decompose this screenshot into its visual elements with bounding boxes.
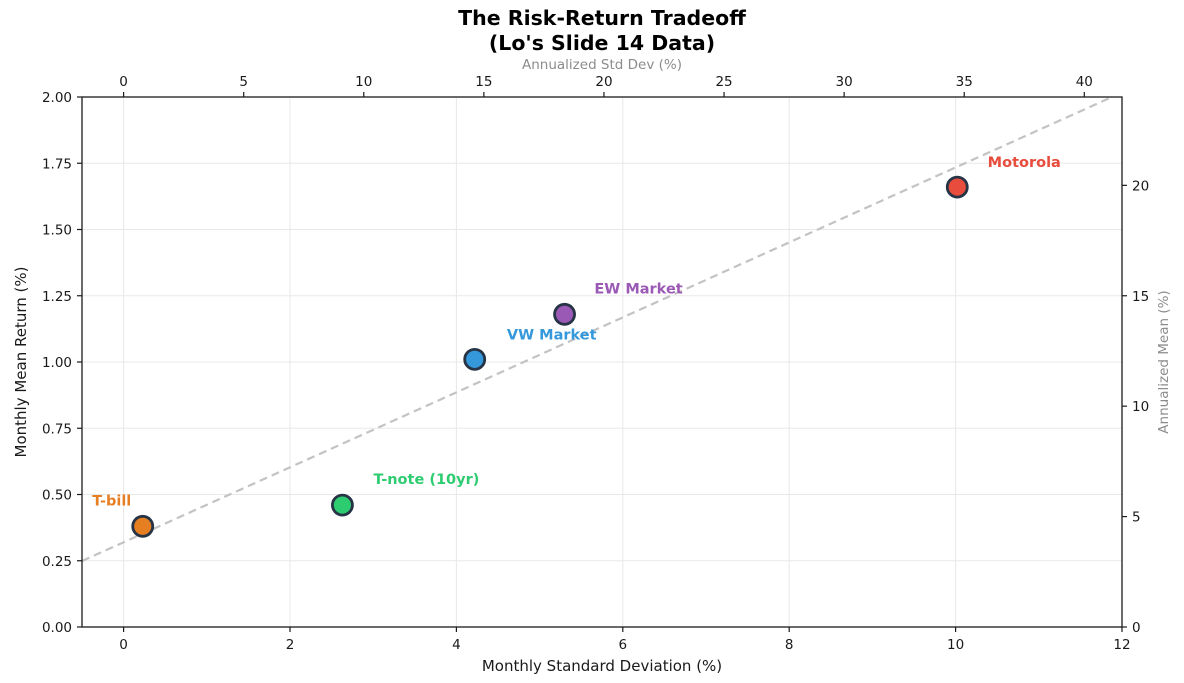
top-tick-label: 20 (595, 74, 612, 90)
right-axis-label: Annualized Mean (%) (1156, 290, 1172, 434)
top-tick-label: 0 (119, 74, 128, 90)
data-point-ew-market (553, 302, 576, 326)
bottom-tick-label: 8 (785, 637, 794, 653)
data-point-label-t-bill: T-bill (92, 493, 131, 509)
top-tick-label: 5 (239, 74, 248, 90)
left-tick-label: 0.00 (42, 620, 72, 636)
data-point-label-ew-market: EW Market (594, 281, 682, 297)
left-tick-label: 0.75 (42, 421, 72, 437)
data-point-vw-market (463, 347, 487, 371)
chart-title: The Risk-Return Tradeoff (458, 6, 746, 30)
right-tick-label: 10 (1132, 399, 1149, 415)
data-point-motorola (945, 175, 969, 199)
bottom-tick-label: 12 (1113, 637, 1130, 653)
top-tick-label: 30 (836, 74, 853, 90)
right-tick-label: 5 (1132, 510, 1141, 526)
reference-dashed-line (82, 97, 1115, 563)
chart-title-block: The Risk-Return Tradeoff (Lo's Slide 14 … (82, 6, 1122, 56)
data-point-label-vw-market: VW Market (507, 327, 597, 343)
left-tick-label: 0.50 (42, 488, 72, 504)
bottom-tick-label: 0 (119, 637, 128, 653)
data-point-t-bill (131, 514, 155, 538)
left-axis-label: Monthly Mean Return (%) (12, 266, 30, 458)
bottom-tick-label: 4 (452, 637, 461, 653)
top-tick-label: 35 (956, 74, 973, 90)
right-tick-label: 0 (1132, 620, 1141, 636)
bottom-tick-label: 2 (286, 637, 295, 653)
left-tick-label: 1.25 (42, 289, 72, 305)
left-tick-label: 2.00 (42, 90, 72, 106)
chart-subtitle: (Lo's Slide 14 Data) (488, 31, 716, 55)
left-tick-label: 1.75 (42, 156, 72, 172)
left-tick-label: 0.25 (42, 554, 72, 570)
bottom-axis-label: Monthly Standard Deviation (%) (481, 657, 723, 675)
data-point-label-motorola: Motorola (988, 155, 1061, 171)
bottom-tick-label: 6 (619, 637, 628, 653)
top-axis-label: Annualized Std Dev (%) (522, 57, 682, 73)
right-tick-label: 20 (1132, 178, 1149, 194)
data-point-t-note-10yr (331, 493, 354, 517)
left-tick-label: 1.50 (42, 223, 72, 239)
top-tick-label: 25 (715, 74, 732, 90)
top-tick-label: 40 (1076, 74, 1093, 90)
bottom-tick-label: 10 (947, 637, 964, 653)
top-tick-label: 10 (355, 74, 372, 90)
right-tick-label: 15 (1132, 289, 1149, 305)
data-point-label-t-note-10yr: T-note (10yr) (373, 472, 479, 488)
left-tick-label: 1.00 (42, 355, 72, 371)
top-tick-label: 15 (475, 74, 492, 90)
